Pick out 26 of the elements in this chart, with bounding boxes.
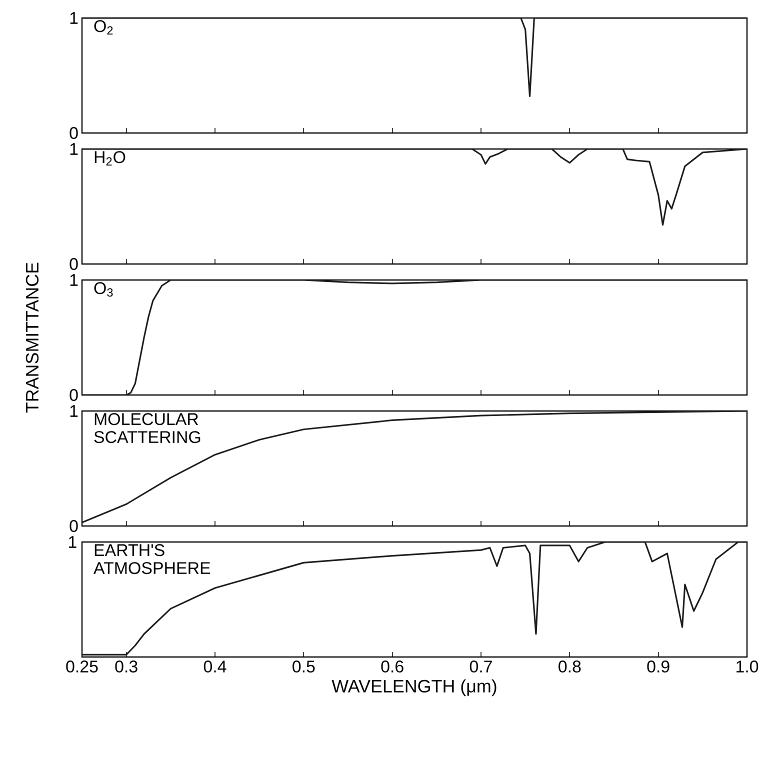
y-tick-label: 1	[70, 405, 78, 417]
chart-title: H$_{2}$O	[94, 151, 126, 166]
y-tick-label: 0	[70, 389, 78, 401]
y-tick-label: 0	[70, 520, 78, 532]
y-axis-title: TRANSMITTANCE	[26, 262, 39, 413]
x-tick-label: 0.6	[381, 660, 404, 673]
y-tick-label: 1	[70, 274, 78, 286]
y-tick-label: 1	[70, 143, 78, 155]
x-tick-label: 0.9	[647, 660, 670, 673]
y-tick-label: 0	[70, 126, 78, 139]
x-tick-label: 0.4	[204, 660, 226, 673]
chart-title: O$_{2}$	[94, 20, 113, 35]
y-tick-label: 1	[70, 12, 78, 24]
text: MOLECULAR SCATTERING	[94, 413, 200, 444]
x-tick-label: 0.25	[66, 660, 98, 673]
x-tick-label: 1.0	[736, 660, 758, 673]
line-series	[82, 410, 748, 524]
y-tick-label: 0	[70, 258, 78, 270]
x-tick-label: 0.3	[115, 660, 138, 673]
chart-title: O$_{3}$	[94, 282, 113, 297]
x-axis-title: WAVELENGTH (μm)	[332, 679, 496, 696]
x-tick-label: 0.5	[292, 660, 315, 673]
text: EARTH'S ATMOSPHERE	[94, 544, 210, 574]
line-series	[82, 148, 748, 226]
x-tick-label: 0.8	[558, 660, 581, 673]
x-tick-label: 0.7	[470, 660, 492, 673]
